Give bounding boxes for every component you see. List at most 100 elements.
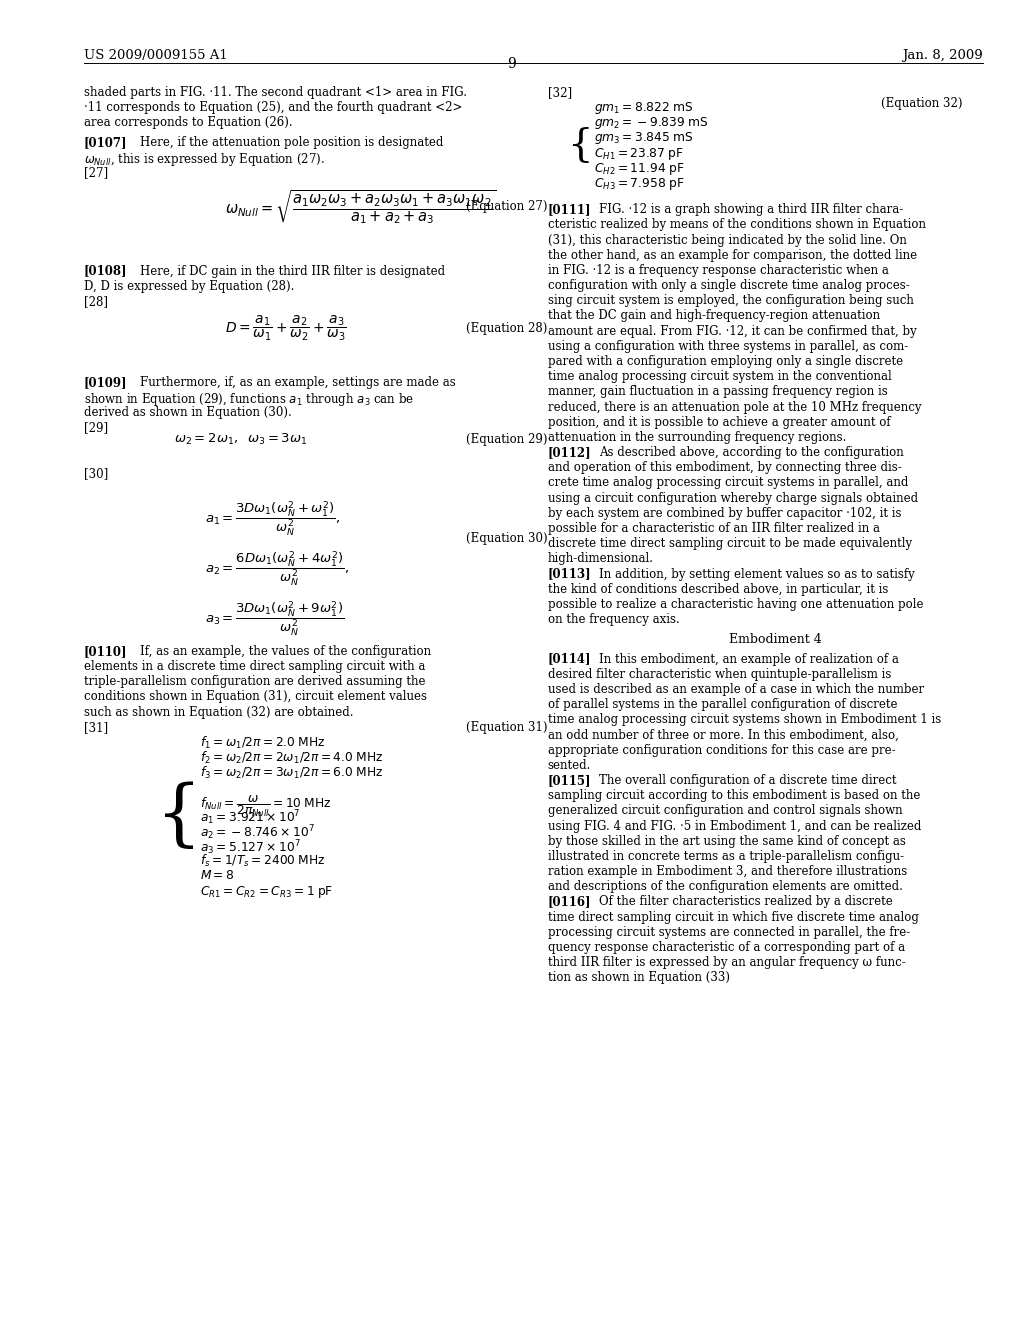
Text: FIG. ·12 is a graph showing a third IIR filter chara-: FIG. ·12 is a graph showing a third IIR … [599,203,903,216]
Text: (Equation 29): (Equation 29) [466,433,548,446]
Text: using FIG. 4 and FIG. ·5 in Embodiment 1, and can be realized: using FIG. 4 and FIG. ·5 in Embodiment 1… [548,820,922,833]
Text: reduced, there is an attenuation pole at the 10 MHz frequency: reduced, there is an attenuation pole at… [548,400,922,413]
Text: generalized circuit configuration and control signals shown: generalized circuit configuration and co… [548,804,902,817]
Text: [0115]: [0115] [548,774,591,787]
Text: by each system are combined by buffer capacitor ·102, it is: by each system are combined by buffer ca… [548,507,901,520]
Text: Here, if the attenuation pole position is designated: Here, if the attenuation pole position i… [140,136,443,149]
Text: $f_s = 1 / T_s = 2400\;\mathrm{MHz}$: $f_s = 1 / T_s = 2400\;\mathrm{MHz}$ [200,853,326,870]
Text: crete time analog processing circuit systems in parallel, and: crete time analog processing circuit sys… [548,477,908,490]
Text: [0110]: [0110] [84,645,127,657]
Text: [0114]: [0114] [548,652,591,665]
Text: derived as shown in Equation (30).: derived as shown in Equation (30). [84,407,292,418]
Text: $f_2 = \omega_2 / 2\pi = 2\omega_1 / 2\pi = 4.0\;\mathrm{MHz}$: $f_2 = \omega_2 / 2\pi = 2\omega_1 / 2\p… [200,750,383,766]
Text: Embodiment 4: Embodiment 4 [729,632,821,645]
Text: $a_2 = -8.746 \times 10^7$: $a_2 = -8.746 \times 10^7$ [200,822,314,842]
Text: desired filter characteristic when quintuple-parallelism is: desired filter characteristic when quint… [548,668,891,681]
Text: the kind of conditions described above, in particular, it is: the kind of conditions described above, … [548,582,888,595]
Text: $\omega_2 = 2\omega_1,\;\; \omega_3 = 3\omega_1$: $\omega_2 = 2\omega_1,\;\; \omega_3 = 3\… [174,432,307,446]
Text: $C_{R1} = C_{R2} = C_{R3} = 1\;\mathrm{pF}$: $C_{R1} = C_{R2} = C_{R3} = 1\;\mathrm{p… [200,883,333,900]
Text: In this embodiment, an example of realization of a: In this embodiment, an example of realiz… [599,652,899,665]
Text: $gm_2 = -9.839\;\mathrm{mS}$: $gm_2 = -9.839\;\mathrm{mS}$ [594,115,709,131]
Text: $gm_3 = 3.845\;\mathrm{mS}$: $gm_3 = 3.845\;\mathrm{mS}$ [594,131,693,147]
Text: of parallel systems in the parallel configuration of discrete: of parallel systems in the parallel conf… [548,698,897,711]
Text: D, D is expressed by Equation (28).: D, D is expressed by Equation (28). [84,280,294,293]
Text: possible for a characteristic of an IIR filter realized in a: possible for a characteristic of an IIR … [548,521,880,535]
Text: position, and it is possible to achieve a greater amount of: position, and it is possible to achieve … [548,416,891,429]
Text: area corresponds to Equation (26).: area corresponds to Equation (26). [84,116,293,129]
Text: pared with a configuration employing only a single discrete: pared with a configuration employing onl… [548,355,903,368]
Text: [31]: [31] [84,721,109,734]
Text: on the frequency axis.: on the frequency axis. [548,612,680,626]
Text: third IIR filter is expressed by an angular frequency ω func-: third IIR filter is expressed by an angu… [548,956,905,969]
Text: [0107]: [0107] [84,136,127,149]
Text: $gm_1 = 8.822\;\mathrm{mS}$: $gm_1 = 8.822\;\mathrm{mS}$ [594,100,693,116]
Text: amount are equal. From FIG. ·12, it can be confirmed that, by: amount are equal. From FIG. ·12, it can … [548,325,916,338]
Text: [27]: [27] [84,166,109,180]
Text: $a_2 = \dfrac{6D\omega_1(\omega_N^2 + 4\omega_1^2)}{\omega_N^2},$: $a_2 = \dfrac{6D\omega_1(\omega_N^2 + 4\… [205,549,349,587]
Text: attenuation in the surrounding frequency regions.: attenuation in the surrounding frequency… [548,430,846,444]
Text: {: { [567,127,594,164]
Text: 9: 9 [508,57,516,71]
Text: that the DC gain and high-frequency-region attenuation: that the DC gain and high-frequency-regi… [548,309,880,322]
Text: discrete time direct sampling circuit to be made equivalently: discrete time direct sampling circuit to… [548,537,912,550]
Text: [29]: [29] [84,421,109,434]
Text: time direct sampling circuit in which five discrete time analog: time direct sampling circuit in which fi… [548,911,919,924]
Text: (Equation 30): (Equation 30) [466,532,548,545]
Text: and descriptions of the configuration elements are omitted.: and descriptions of the configuration el… [548,880,903,894]
Text: (31), this characteristic being indicated by the solid line. On: (31), this characteristic being indicate… [548,234,906,247]
Text: $f_{Null} = \dfrac{\omega}{2\pi_{Null}} = 10\;\mathrm{MHz}$: $f_{Null} = \dfrac{\omega}{2\pi_{Null}} … [200,792,331,818]
Text: [28]: [28] [84,294,108,308]
Text: Furthermore, if, as an example, settings are made as: Furthermore, if, as an example, settings… [140,376,456,388]
Text: cteristic realized by means of the conditions shown in Equation: cteristic realized by means of the condi… [548,218,926,231]
Text: quency response characteristic of a corresponding part of a: quency response characteristic of a corr… [548,941,905,954]
Text: (Equation 28): (Equation 28) [466,322,547,335]
Text: [32]: [32] [548,86,572,99]
Text: [0116]: [0116] [548,895,591,908]
Text: sented.: sented. [548,759,591,772]
Text: manner, gain fluctuation in a passing frequency region is: manner, gain fluctuation in a passing fr… [548,385,888,399]
Text: $\omega_{Null}$, this is expressed by Equation (27).: $\omega_{Null}$, this is expressed by Eq… [84,150,325,168]
Text: [0111]: [0111] [548,203,591,216]
Text: ration example in Embodiment 3, and therefore illustrations: ration example in Embodiment 3, and ther… [548,865,907,878]
Text: (Equation 27): (Equation 27) [466,201,548,214]
Text: conditions shown in Equation (31), circuit element values: conditions shown in Equation (31), circu… [84,690,427,704]
Text: [0109]: [0109] [84,376,127,388]
Text: time analog processing circuit system in the conventional: time analog processing circuit system in… [548,370,892,383]
Text: shaded parts in FIG. ·11. The second quadrant <1> area in FIG.: shaded parts in FIG. ·11. The second qua… [84,86,467,99]
Text: Jan. 8, 2009: Jan. 8, 2009 [902,49,983,62]
Text: $a_3 = 5.127 \times 10^7$: $a_3 = 5.127 \times 10^7$ [200,838,300,857]
Text: (Equation 31): (Equation 31) [466,721,548,734]
Text: If, as an example, the values of the configuration: If, as an example, the values of the con… [140,645,431,657]
Text: US 2009/0009155 A1: US 2009/0009155 A1 [84,49,227,62]
Text: $a_1 = \dfrac{3D\omega_1(\omega_N^2 + \omega_1^2)}{\omega_N^2},$: $a_1 = \dfrac{3D\omega_1(\omega_N^2 + \o… [205,499,340,537]
Text: triple-parallelism configuration are derived assuming the: triple-parallelism configuration are der… [84,676,425,688]
Text: using a configuration with three systems in parallel, as com-: using a configuration with three systems… [548,339,908,352]
Text: sampling circuit according to this embodiment is based on the: sampling circuit according to this embod… [548,789,921,803]
Text: $C_{H2} = 11.94\;\mathrm{pF}$: $C_{H2} = 11.94\;\mathrm{pF}$ [594,161,684,177]
Text: Here, if DC gain in the third IIR filter is designated: Here, if DC gain in the third IIR filter… [140,264,445,277]
Text: possible to realize a characteristic having one attenuation pole: possible to realize a characteristic hav… [548,598,924,611]
Text: the other hand, as an example for comparison, the dotted line: the other hand, as an example for compar… [548,248,916,261]
Text: by those skilled in the art using the same kind of concept as: by those skilled in the art using the sa… [548,834,905,847]
Text: using a circuit configuration whereby charge signals obtained: using a circuit configuration whereby ch… [548,491,918,504]
Text: $M = 8$: $M = 8$ [200,869,234,882]
Text: $a_1 = 3.921 \times 10^7$: $a_1 = 3.921 \times 10^7$ [200,808,300,826]
Text: illustrated in concrete terms as a triple-parallelism configu-: illustrated in concrete terms as a tripl… [548,850,904,863]
Text: in FIG. ·12 is a frequency response characteristic when a: in FIG. ·12 is a frequency response char… [548,264,889,277]
Text: elements in a discrete time direct sampling circuit with a: elements in a discrete time direct sampl… [84,660,425,673]
Text: [0112]: [0112] [548,446,592,459]
Text: $C_{H1} = 23.87\;\mathrm{pF}$: $C_{H1} = 23.87\;\mathrm{pF}$ [594,145,684,161]
Text: {: { [156,781,203,853]
Text: and operation of this embodiment, by connecting three dis-: and operation of this embodiment, by con… [548,461,901,474]
Text: processing circuit systems are connected in parallel, the fre-: processing circuit systems are connected… [548,925,910,939]
Text: time analog processing circuit systems shown in Embodiment 1 is: time analog processing circuit systems s… [548,713,941,726]
Text: $a_3 = \dfrac{3D\omega_1(\omega_N^2 + 9\omega_1^2)}{\omega_N^2}$: $a_3 = \dfrac{3D\omega_1(\omega_N^2 + 9\… [205,599,344,638]
Text: $f_3 = \omega_2 / 2\pi = 3\omega_1 / 2\pi = 6.0\;\mathrm{MHz}$: $f_3 = \omega_2 / 2\pi = 3\omega_1 / 2\p… [200,766,383,781]
Text: In addition, by setting element values so as to satisfy: In addition, by setting element values s… [599,568,914,581]
Text: $f_1 = \omega_1 / 2\pi = 2.0\;\mathrm{MHz}$: $f_1 = \omega_1 / 2\pi = 2.0\;\mathrm{MH… [200,735,326,751]
Text: shown in Equation (29), functions $a_1$ through $a_3$ can be: shown in Equation (29), functions $a_1$ … [84,391,414,408]
Text: As described above, according to the configuration: As described above, according to the con… [599,446,904,459]
Text: used is described as an example of a case in which the number: used is described as an example of a cas… [548,682,924,696]
Text: $\omega_{Null} = \sqrt{\dfrac{a_1\omega_2\omega_3 + a_2\omega_3\omega_1 + a_3\om: $\omega_{Null} = \sqrt{\dfrac{a_1\omega_… [225,187,497,226]
Text: an odd number of three or more. In this embodiment, also,: an odd number of three or more. In this … [548,729,899,742]
